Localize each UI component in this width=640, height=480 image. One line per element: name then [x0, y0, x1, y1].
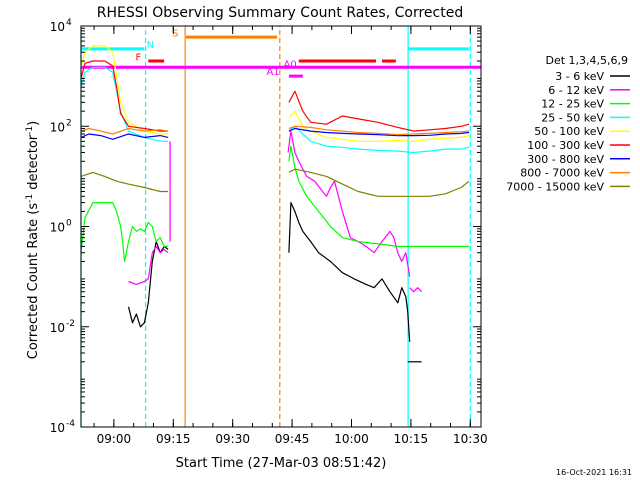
- y-tick-exponent-3: 2: [66, 118, 72, 128]
- legend-label-6: 300 - 800 keV: [527, 153, 604, 166]
- series-line-1-2: [409, 287, 423, 293]
- legend-label-1: 6 - 12 keV: [548, 84, 604, 97]
- annotation-label-4: A0: [284, 59, 297, 70]
- series-line-7-0: [80, 127, 169, 135]
- series-line-0-1: [288, 202, 411, 342]
- series-line-2-0: [80, 202, 169, 263]
- annotation-label-3: A1: [266, 67, 279, 78]
- series-line-2-1: [288, 145, 470, 247]
- x-axis: 09:00 09:15 09:30 09:45 10:00 10:15 10:30: [93, 26, 488, 446]
- x-tick-label-2: 09:30: [215, 432, 250, 446]
- y-tick-exponent-1: -2: [66, 319, 75, 329]
- legend-label-3: 25 - 50 keV: [541, 111, 604, 124]
- y-tick-exponent-0: -4: [66, 419, 75, 429]
- x-tick-label-0: 09:00: [97, 432, 132, 446]
- y-axis-label: Corrected Count Rate (s-1 detector-1): [25, 121, 41, 359]
- x-tick-label-3: 09:45: [275, 432, 310, 446]
- legend-label-0: 3 - 6 keV: [555, 70, 604, 83]
- x-axis-label: Start Time (27-Mar-03 08:51:42): [176, 456, 387, 471]
- annotation-label-0: N: [147, 40, 154, 51]
- series-line-0-0: [127, 241, 169, 328]
- series-line-1-0: [128, 245, 169, 285]
- x-tick-label-5: 10:15: [394, 432, 429, 446]
- series-line-5-0: [80, 60, 169, 132]
- annotation-label-2: F: [136, 52, 142, 63]
- y-tick-exponent-2: 0: [66, 219, 72, 229]
- y-tick-label-0: 10: [50, 421, 65, 435]
- x-tick-label-6: 10:30: [453, 432, 488, 446]
- plot-area: N S F A1 A0: [80, 26, 481, 427]
- y-tick-label-2: 10: [50, 221, 65, 235]
- y-tick-label-4: 10: [50, 20, 65, 34]
- x-tick-label-1: 09:15: [156, 432, 191, 446]
- series-line-7-1: [288, 125, 470, 136]
- legend-label-2: 12 - 25 keV: [541, 98, 604, 111]
- footer-timestamp: 16-Oct-2021 16:31: [556, 468, 632, 477]
- legend-label-7: 800 - 7000 keV: [520, 167, 604, 180]
- series-line-4-0: [80, 45, 169, 135]
- x-tick-label-4: 10:00: [334, 432, 369, 446]
- chart-title: RHESSI Observing Summary Count Rates, Co…: [97, 5, 463, 21]
- legend-label-8: 7000 - 15000 keV: [506, 180, 604, 193]
- legend-label-5: 100 - 300 keV: [527, 139, 604, 152]
- series-line-6-1: [288, 127, 470, 137]
- series-line-8-0: [80, 171, 169, 193]
- series-line-5-1: [288, 90, 470, 132]
- annotation-label-1: S: [172, 28, 178, 39]
- series-line-8-1: [288, 168, 470, 197]
- legend-label-4: 50 - 100 keV: [534, 125, 604, 138]
- series-line-3-1: [288, 125, 470, 154]
- series-line-3-0: [80, 66, 169, 142]
- y-tick-exponent-4: 4: [66, 18, 72, 28]
- series-line-6-0: [80, 133, 169, 140]
- y-tick-label-1: 10: [50, 321, 65, 335]
- legend-title: Det 1,3,4,5,6,9: [545, 54, 628, 67]
- y-tick-label-3: 10: [50, 120, 65, 134]
